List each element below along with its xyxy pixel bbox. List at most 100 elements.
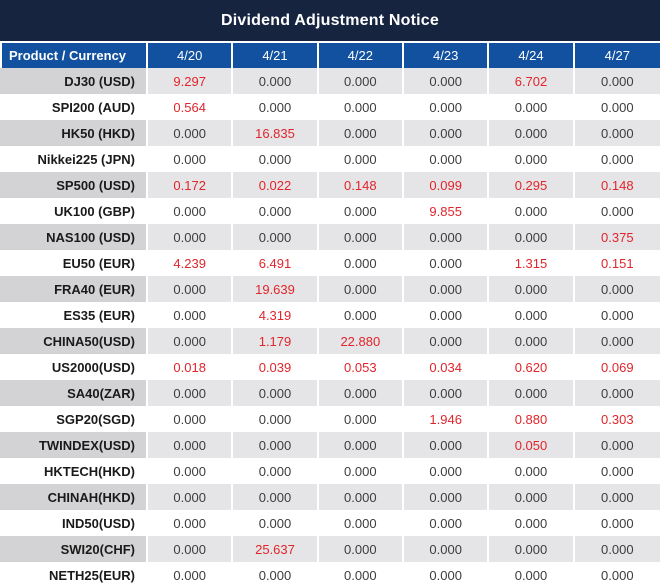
- value-cell: 0.000: [148, 432, 234, 458]
- table-row: SGP20(SGD) 0.000 0.000 0.000 1.946 0.880 0.303: [0, 406, 660, 432]
- value-cell: 0.000: [404, 484, 490, 510]
- value-cell: 0.039: [233, 354, 319, 380]
- product-cell: TWINDEX(USD): [0, 432, 148, 458]
- value-cell: 0.000: [318, 562, 404, 587]
- value-cell: 0.000: [233, 224, 319, 250]
- value-cell: 0.069: [574, 354, 660, 380]
- value-cell: 0.000: [404, 328, 490, 354]
- value-cell: 0.000: [404, 302, 490, 328]
- value-cell: 0.000: [148, 198, 234, 224]
- product-cell: SA40(ZAR): [0, 380, 148, 406]
- value-cell: 0.000: [318, 250, 404, 276]
- value-cell: 0.000: [318, 198, 404, 224]
- table-row: NETH25(EUR) 0.000 0.000 0.000 0.000 0.000 0.00…: [0, 562, 660, 587]
- value-cell: 0.000: [233, 484, 319, 510]
- value-cell: 0.000: [148, 120, 234, 146]
- value-cell: 0.000: [318, 484, 404, 510]
- value-cell: 9.855: [404, 198, 490, 224]
- value-cell: 25.637: [233, 536, 319, 562]
- value-cell: 1.179: [233, 328, 319, 354]
- value-cell: 0.000: [233, 432, 319, 458]
- value-cell: 0.000: [574, 276, 660, 302]
- table-row: TWINDEX(USD) 0.000 0.000 0.000 0.000 0.050 0.0…: [0, 432, 660, 458]
- product-cell: SGP20(SGD): [0, 406, 148, 432]
- product-cell: UK100 (GBP): [0, 198, 148, 224]
- value-cell: 0.000: [574, 94, 660, 120]
- product-cell: FRA40 (EUR): [0, 276, 148, 302]
- date-column-header: 4/22: [318, 43, 404, 68]
- value-cell: 0.000: [574, 302, 660, 328]
- product-cell: Nikkei225 (JPN): [0, 146, 148, 172]
- value-cell: 0.000: [574, 510, 660, 536]
- value-cell: 0.000: [574, 198, 660, 224]
- value-cell: 0.000: [318, 276, 404, 302]
- value-cell: 0.000: [318, 536, 404, 562]
- value-cell: 0.000: [404, 224, 490, 250]
- value-cell: 6.702: [489, 68, 575, 94]
- value-cell: 0.000: [318, 302, 404, 328]
- value-cell: 0.000: [574, 68, 660, 94]
- value-cell: 0.000: [318, 94, 404, 120]
- value-cell: 0.000: [404, 432, 490, 458]
- value-cell: 0.000: [233, 94, 319, 120]
- value-cell: 0.000: [574, 328, 660, 354]
- product-cell: EU50 (EUR): [0, 250, 148, 276]
- page-title: Dividend Adjustment Notice: [221, 11, 439, 29]
- value-cell: 19.639: [233, 276, 319, 302]
- value-cell: 1.946: [404, 406, 490, 432]
- value-cell: 0.000: [233, 458, 319, 484]
- date-column-header: 4/24: [489, 43, 575, 68]
- value-cell: 0.000: [148, 380, 234, 406]
- value-cell: 4.319: [233, 302, 319, 328]
- table-row: SPI200 (AUD) 0.564 0.000 0.000 0.000 0.000 0.0…: [0, 94, 660, 120]
- value-cell: 0.018: [148, 354, 234, 380]
- table-body: DJ30 (USD) 9.297 0.000 0.000 0.000 6.702 0.000…: [0, 68, 660, 587]
- value-cell: 0.000: [489, 484, 575, 510]
- value-cell: 0.022: [233, 172, 319, 198]
- value-cell: 0.620: [489, 354, 575, 380]
- value-cell: 0.000: [318, 146, 404, 172]
- table-row: HK50 (HKD) 0.000 16.835 0.000 0.000 0.000 0.00…: [0, 120, 660, 146]
- value-cell: 9.297: [148, 68, 234, 94]
- value-cell: 0.000: [233, 146, 319, 172]
- value-cell: 22.880: [318, 328, 404, 354]
- value-cell: 0.000: [233, 68, 319, 94]
- value-cell: 0.000: [489, 224, 575, 250]
- product-cell: CHINAH(HKD): [0, 484, 148, 510]
- product-cell: US2000(USD): [0, 354, 148, 380]
- value-cell: 0.303: [574, 406, 660, 432]
- value-cell: 0.000: [233, 562, 319, 587]
- value-cell: 0.000: [404, 510, 490, 536]
- title-banner: Dividend Adjustment Notice: [0, 0, 660, 41]
- product-cell: NETH25(EUR): [0, 562, 148, 587]
- value-cell: 0.034: [404, 354, 490, 380]
- table-row: EU50 (EUR) 4.239 6.491 0.000 0.000 1.315 0.151: [0, 250, 660, 276]
- table-row: UK100 (GBP) 0.000 0.000 0.000 9.855 0.000 0.00…: [0, 198, 660, 224]
- value-cell: 0.000: [489, 510, 575, 536]
- value-cell: 0.000: [148, 562, 234, 587]
- value-cell: 0.000: [489, 458, 575, 484]
- table-row: CHINA50(USD) 0.000 1.179 22.880 0.000 0.000 0.…: [0, 328, 660, 354]
- product-cell: SPI200 (AUD): [0, 94, 148, 120]
- table-row: DJ30 (USD) 9.297 0.000 0.000 0.000 6.702 0.000: [0, 68, 660, 94]
- product-cell: CHINA50(USD): [0, 328, 148, 354]
- value-cell: 0.053: [318, 354, 404, 380]
- value-cell: 0.099: [404, 172, 490, 198]
- value-cell: 1.315: [489, 250, 575, 276]
- date-column-header: 4/20: [148, 43, 234, 68]
- value-cell: 0.000: [148, 146, 234, 172]
- value-cell: 0.000: [148, 458, 234, 484]
- value-cell: 0.000: [574, 536, 660, 562]
- value-cell: 0.000: [233, 406, 319, 432]
- value-cell: 0.000: [233, 510, 319, 536]
- table-row: SWI20(CHF) 0.000 25.637 0.000 0.000 0.000 0.00…: [0, 536, 660, 562]
- value-cell: 0.000: [404, 458, 490, 484]
- value-cell: 0.000: [148, 406, 234, 432]
- value-cell: 0.000: [574, 484, 660, 510]
- value-cell: 0.880: [489, 406, 575, 432]
- value-cell: 0.000: [489, 536, 575, 562]
- product-cell: ES35 (EUR): [0, 302, 148, 328]
- value-cell: 0.172: [148, 172, 234, 198]
- value-cell: 0.000: [404, 68, 490, 94]
- value-cell: 0.000: [404, 94, 490, 120]
